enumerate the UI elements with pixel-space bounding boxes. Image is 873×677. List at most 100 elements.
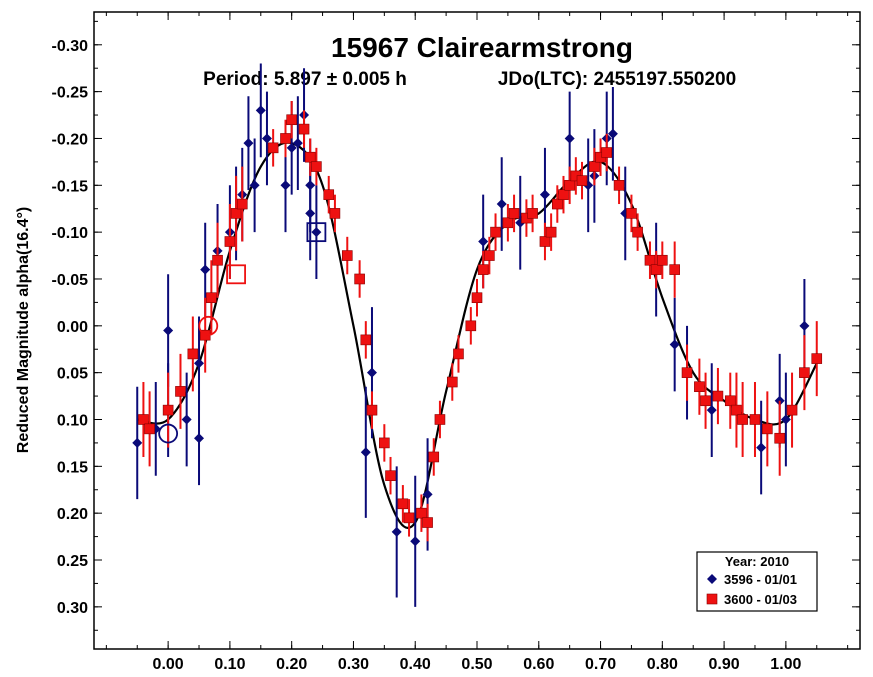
data-point-3600	[724, 395, 736, 407]
y-tick-label: -0.20	[52, 131, 89, 148]
data-point-3596	[194, 433, 205, 444]
highlight-square	[226, 264, 246, 285]
data-point-3600	[230, 208, 242, 219]
data-point-3600	[774, 432, 785, 444]
data-point-3596	[261, 133, 272, 144]
data-point-3600	[539, 236, 551, 247]
data-point-3596	[163, 325, 174, 336]
data-point-3600	[601, 147, 613, 158]
data-point-3596	[132, 437, 143, 448]
series-3600-group	[138, 100, 823, 542]
data-point-3600	[360, 334, 372, 346]
data-point-3596	[410, 536, 421, 547]
data-point-3600	[484, 250, 495, 261]
x-tick-label: 0.90	[709, 656, 740, 673]
legend: Year: 2010 3596 - 01/01 3600 - 01/03	[696, 551, 818, 612]
x-tick-label: 0.80	[647, 656, 678, 673]
data-point-3600	[564, 180, 575, 191]
data-point-3600	[379, 437, 390, 449]
data-point-3600	[490, 226, 501, 238]
data-point-3600	[644, 254, 656, 266]
highlight-square	[306, 222, 327, 243]
y-tick-label: 0.20	[57, 506, 88, 523]
data-point-3600	[749, 414, 761, 425]
x-tick-label: 0.70	[585, 656, 616, 673]
x-tick-label: 0.50	[461, 656, 492, 673]
data-point-3600	[280, 133, 291, 144]
data-point-3600	[187, 348, 199, 360]
data-point-3600	[694, 381, 705, 393]
data-point-3596	[607, 128, 618, 139]
data-point-3600	[329, 208, 341, 219]
data-point-3600	[144, 423, 155, 435]
data-point-3600	[613, 180, 625, 191]
data-point-3600	[206, 292, 217, 304]
data-point-3600	[811, 353, 823, 364]
data-point-3600	[626, 208, 637, 219]
x-tick-label: 0.30	[338, 656, 369, 673]
data-point-3596	[799, 320, 810, 331]
y-tick-label: -0.05	[52, 272, 89, 289]
data-point-3600	[465, 320, 477, 332]
data-point-3596	[305, 208, 316, 219]
data-point-3596	[360, 447, 371, 458]
data-point-3600	[471, 292, 483, 304]
data-point-3600	[354, 273, 365, 285]
data-point-3596	[292, 138, 303, 149]
data-point-3596	[200, 264, 211, 275]
data-point-3596	[249, 180, 260, 191]
data-point-3600	[681, 367, 693, 378]
data-point-3600	[731, 404, 742, 416]
x-tick-label: 1.00	[770, 656, 801, 673]
data-point-3600	[175, 386, 186, 397]
data-point-3596	[780, 414, 791, 425]
data-point-3600	[508, 208, 520, 219]
data-point-3600	[786, 404, 798, 416]
data-point-3600	[558, 189, 569, 200]
legend-marker-3600-icon	[706, 593, 718, 605]
highlighted-points-group	[158, 222, 327, 444]
data-point-3600	[366, 404, 378, 416]
x-tick-label: 0.10	[214, 656, 245, 673]
data-point-3600	[589, 161, 600, 172]
data-point-3600	[304, 151, 316, 163]
data-point-3600	[527, 208, 538, 219]
data-point-3600	[416, 507, 427, 519]
data-point-3600	[712, 390, 724, 402]
data-point-3596	[539, 189, 550, 200]
legend-marker-3596-icon	[707, 574, 717, 584]
data-point-3600	[323, 189, 335, 200]
data-point-3600	[477, 264, 489, 275]
data-point-3600	[403, 512, 415, 524]
y-axis-label: Reduced Magnitude alpha(16.4°)	[15, 207, 32, 453]
data-point-3596	[422, 489, 433, 500]
data-point-3596	[496, 199, 507, 210]
y-tick-label: 0.15	[57, 459, 88, 476]
data-point-3600	[138, 414, 149, 425]
data-point-3600	[552, 198, 563, 210]
data-point-3596	[756, 442, 767, 453]
data-point-3596	[194, 358, 205, 369]
data-point-3600	[385, 470, 396, 481]
data-point-3600	[267, 142, 279, 154]
data-point-3596	[564, 133, 575, 144]
highlight-circle	[198, 315, 219, 336]
y-tick-label: -0.15	[52, 178, 89, 195]
y-tick-label: 0.10	[57, 412, 88, 429]
y-tick-label: 0.00	[57, 319, 88, 336]
data-point-3600	[162, 404, 174, 416]
data-point-3600	[212, 254, 223, 266]
data-point-3600	[650, 264, 662, 275]
data-point-3596	[181, 414, 192, 425]
y-tick-label: 0.05	[57, 366, 88, 383]
data-point-3600	[311, 161, 322, 172]
x-tick-label: 0.60	[523, 656, 554, 673]
data-point-3600	[422, 517, 433, 528]
data-point-3596	[391, 526, 402, 537]
data-point-3596	[255, 105, 266, 116]
legend-label-3596: 3596 - 01/01	[724, 572, 797, 587]
data-point-3596	[478, 236, 489, 247]
legend-title: Year: 2010	[725, 554, 789, 569]
data-point-3600	[453, 348, 464, 360]
